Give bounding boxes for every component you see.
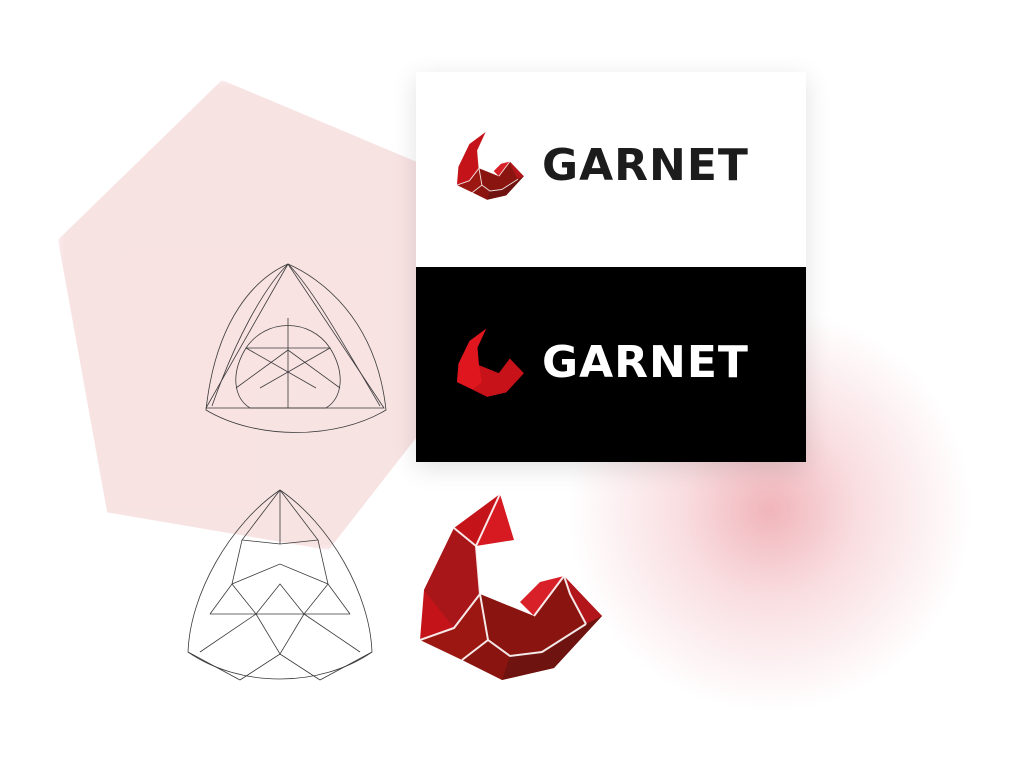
garnet-g-large-icon [419,493,602,680]
garnet-g-icon [456,328,524,397]
wordmark-light: GARNET [542,140,749,191]
logo-panel-dark: GARNET [416,267,806,462]
garnet-g-icon [456,131,524,200]
logo-panel-light: GARNET [416,72,806,267]
wordmark-dark: GARNET [542,337,749,388]
logo-lockup-dark: GARNET [452,327,749,399]
garnet-facets-sketch-icon [187,489,373,681]
logo-card: GARNET GARNET [416,72,806,462]
garnet-outline-sketch-icon [205,263,387,433]
logo-lockup-light: GARNET [452,130,749,202]
